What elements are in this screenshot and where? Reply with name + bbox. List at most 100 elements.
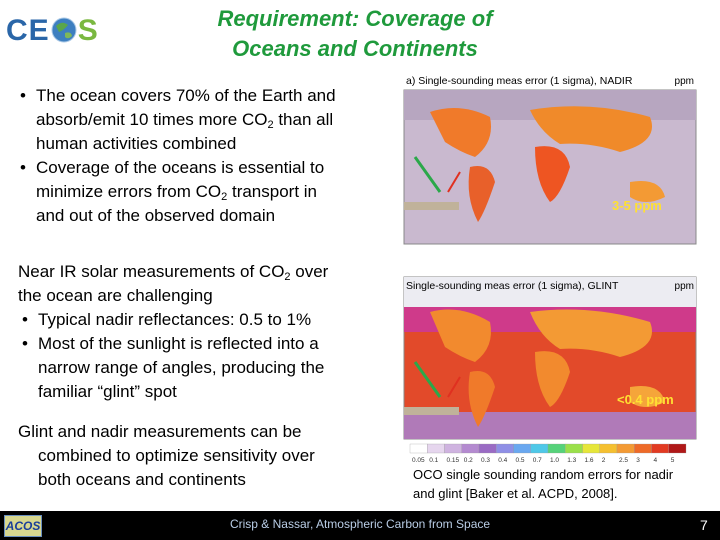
text-line: both oceans and continents [38, 470, 246, 490]
map-unit: ppm [675, 76, 694, 87]
subscript: 2 [284, 271, 291, 283]
text-run: the ocean are challenging [18, 286, 213, 305]
colorbar-label: 0.7 [533, 457, 542, 462]
colorbar-label: 0.3 [481, 457, 490, 462]
caption-line: and glint [Baker et al. ACPD, 2008]. [413, 486, 618, 501]
arrow [447, 171, 461, 193]
colorbar-label: 1.0 [550, 457, 559, 462]
arrow [447, 376, 461, 398]
text-run: combined to optimize sensitivity over [38, 446, 315, 465]
colorbar-swatch [616, 443, 635, 454]
text-line: human activities combined [36, 134, 236, 154]
text-line: Most of the sunlight is reflected into a [38, 334, 319, 354]
text-run: human activities combined [36, 134, 237, 153]
colorbar-swatch [427, 443, 445, 454]
figure: 0.05 0.1 0.15 0.2 0.3 0.4 0.5 0.7 1.0 1.3 1.6 2 2.5 3… [403, 75, 697, 462]
text-line: absorb/emit 10 times more CO2 than all [36, 110, 334, 131]
bullet-marker: • [22, 310, 28, 329]
colorbar: 0.05 0.1 0.15 0.2 0.3 0.4 0.5 0.7 1.0 1.3 1.6 2 2.5 3… [409, 443, 687, 462]
text-run: over [290, 262, 329, 281]
map-title: Single-sounding meas error (1 sigma), GL… [406, 280, 619, 292]
map-nadir [403, 89, 697, 245]
text-run: transport in [227, 182, 318, 201]
colorbar-swatch [496, 443, 514, 454]
text-run: than all [273, 110, 334, 129]
text-line: minimize errors from CO2 transport in [36, 182, 318, 203]
colorbar-swatch [461, 443, 480, 454]
colorbar-label: 3 [636, 457, 640, 462]
text-run: familiar “glint” spot [38, 382, 177, 401]
text-line: and out of the observed domain [36, 206, 275, 226]
colorbar-swatch [409, 443, 428, 454]
colorbar-swatch [478, 443, 497, 454]
colorbar-label: 5 [671, 457, 675, 462]
colorbar-swatch [668, 443, 687, 454]
text-run: and out of the observed domain [36, 206, 276, 225]
geometry-sketch [413, 361, 461, 398]
colorbar-label: 1.6 [585, 457, 594, 462]
text-run: Near IR solar measurements of CO [18, 262, 285, 281]
bullet-marker: • [20, 86, 26, 105]
text-line: Glint and nadir measurements can be [18, 422, 302, 442]
colorbar-swatch [530, 443, 549, 454]
caption-line: OCO single sounding random errors for na… [413, 467, 674, 482]
text-run: narrow range of angles, producing the [38, 358, 325, 377]
colorbar-swatch [565, 443, 583, 454]
logo-left: CE [6, 14, 50, 47]
text-line: narrow range of angles, producing the [38, 358, 324, 378]
text-run: The ocean covers 70% of the Earth and [36, 86, 336, 105]
footer: ACOS Crisp & Nassar, Atmospheric Carbon … [0, 511, 720, 540]
text-line: combined to optimize sensitivity over [38, 446, 315, 466]
caption: OCO single sounding random errors for na… [413, 465, 673, 503]
text-line: the ocean are challenging [18, 286, 213, 306]
colorbar-swatch [547, 443, 566, 454]
colorbar-label: 0.4 [498, 457, 507, 462]
arrow [413, 361, 442, 398]
map-glint [403, 276, 697, 440]
colorbar-swatch [651, 443, 669, 454]
globe [51, 17, 77, 43]
colorbar-label: 2.5 [619, 457, 628, 462]
geometry-sketch [413, 156, 461, 193]
text-run: minimize errors from CO [36, 182, 222, 201]
title-line: Oceans and Continents [232, 36, 478, 61]
subscript: 2 [221, 191, 228, 203]
colorbar-label: 0.1 [429, 457, 438, 462]
colorbar-label: 0.05 [412, 457, 425, 462]
colorbar-label: 0.2 [464, 457, 473, 462]
text-run: Coverage of the oceans is essential to [36, 158, 325, 177]
text-line: Typical nadir reflectances: 0.5 to 1% [38, 310, 311, 330]
ceos-logo: CE S [6, 14, 99, 48]
text-line: Coverage of the oceans is essential to [36, 158, 324, 178]
text-line: familiar “glint” spot [38, 382, 177, 402]
logo-right: S [77, 14, 99, 47]
text-line: Near IR solar measurements of CO2 over [18, 262, 329, 283]
footer-text: Crisp & Nassar, Atmospheric Carbon from … [229, 517, 491, 531]
map-title: a) Single-sounding meas error (1 sigma),… [406, 75, 633, 87]
colorbar-swatch [513, 443, 531, 454]
text-run: absorb/emit 10 times more CO [36, 110, 268, 129]
text-run: Typical nadir reflectances: 0.5 to 1% [38, 310, 312, 329]
colorbar-label: 0.15 [447, 457, 460, 462]
colorbar-swatch [634, 443, 652, 454]
arrow [413, 156, 442, 193]
text-run: Glint and nadir measurements can be [18, 422, 302, 441]
map-callout: 3-5 ppm [612, 198, 662, 213]
colorbar-swatch [582, 443, 600, 454]
bullet-marker: • [20, 158, 26, 177]
text-run: Most of the sunlight is reflected into a [38, 334, 319, 353]
colorbar-label: 1.3 [567, 457, 576, 462]
acos-logo: ACOS [4, 515, 42, 537]
map-unit: ppm [675, 281, 694, 292]
text-run: both oceans and continents [38, 470, 246, 489]
subscript: 2 [267, 119, 274, 131]
colorbar-label: 0.5 [516, 457, 525, 462]
bullet-marker: • [22, 334, 28, 353]
text-line: The ocean covers 70% of the Earth and [36, 86, 336, 106]
colorbar-swatch [599, 443, 618, 454]
colorbar-label: 4 [654, 457, 658, 462]
title-line: Requirement: Coverage of [217, 6, 493, 31]
colorbar-label: 2 [602, 457, 606, 462]
page-number: 7 [700, 517, 708, 533]
